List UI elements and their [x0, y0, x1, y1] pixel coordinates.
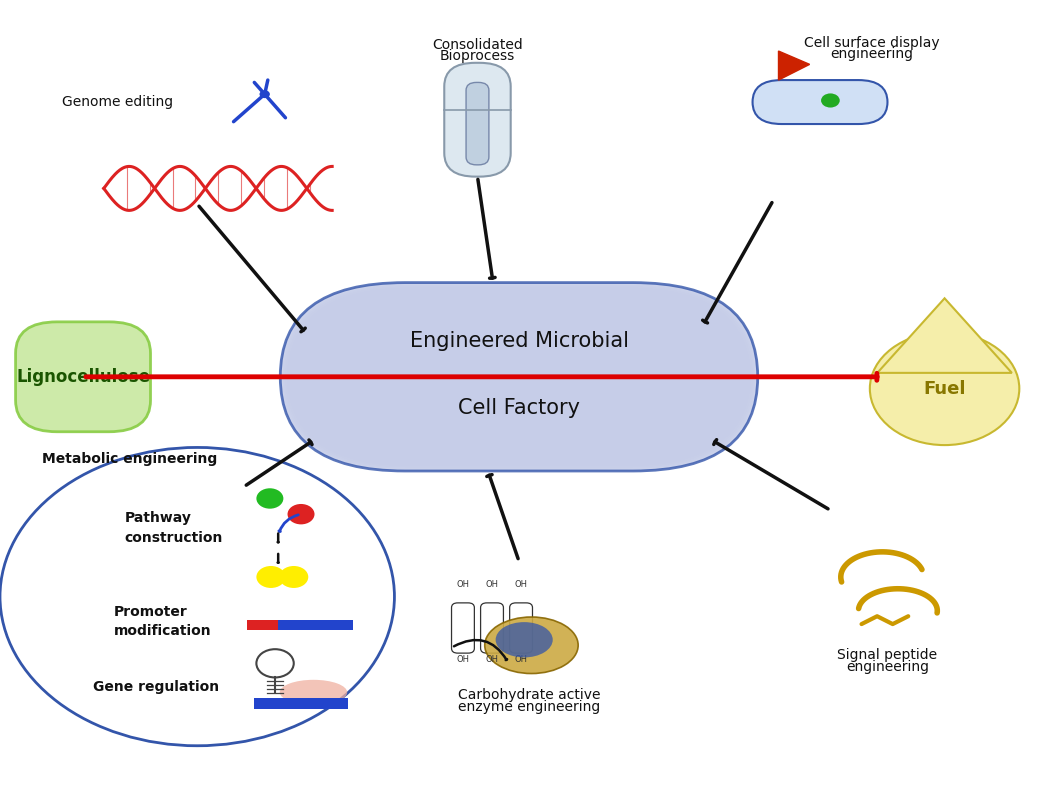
FancyBboxPatch shape [283, 285, 755, 469]
Polygon shape [877, 298, 1012, 373]
Text: Engineered Microbial: Engineered Microbial [410, 331, 628, 352]
Text: Lignocellulose: Lignocellulose [16, 368, 151, 385]
Text: Genome editing: Genome editing [62, 95, 173, 109]
Text: OH: OH [486, 580, 498, 590]
FancyBboxPatch shape [285, 287, 753, 467]
Text: OH: OH [486, 655, 498, 664]
Text: OH: OH [457, 580, 469, 590]
Ellipse shape [496, 622, 552, 658]
Text: Metabolic engineering: Metabolic engineering [42, 452, 217, 466]
Text: OH: OH [515, 580, 527, 590]
FancyBboxPatch shape [284, 286, 754, 468]
Text: modification: modification [114, 624, 212, 638]
Text: OH: OH [457, 655, 469, 664]
Circle shape [279, 566, 308, 588]
FancyBboxPatch shape [753, 80, 887, 124]
Text: Fuel: Fuel [924, 380, 965, 397]
Text: Promoter: Promoter [114, 605, 188, 619]
Text: OH: OH [515, 655, 527, 664]
Ellipse shape [485, 617, 578, 674]
Text: enzyme engineering: enzyme engineering [458, 699, 601, 714]
Bar [278, 620, 353, 630]
FancyBboxPatch shape [288, 288, 750, 466]
Text: construction: construction [125, 531, 223, 545]
Circle shape [288, 504, 315, 524]
FancyBboxPatch shape [281, 283, 757, 470]
Circle shape [260, 90, 270, 98]
Text: Pathway: Pathway [125, 511, 191, 525]
Polygon shape [778, 51, 810, 80]
FancyBboxPatch shape [444, 63, 511, 177]
Text: Gene regulation: Gene regulation [93, 680, 220, 694]
Circle shape [256, 566, 285, 588]
Text: Consolidated: Consolidated [432, 38, 523, 52]
FancyBboxPatch shape [466, 82, 489, 165]
FancyBboxPatch shape [280, 283, 758, 471]
Text: Carbohydrate active: Carbohydrate active [458, 688, 601, 702]
FancyBboxPatch shape [280, 283, 758, 471]
FancyBboxPatch shape [286, 287, 752, 466]
Bar [247, 620, 278, 630]
Ellipse shape [279, 680, 347, 705]
FancyBboxPatch shape [16, 322, 151, 432]
Text: Cell Factory: Cell Factory [458, 398, 580, 418]
Text: Signal peptide: Signal peptide [838, 648, 937, 663]
Text: Bioprocess: Bioprocess [440, 49, 515, 63]
Bar [254, 698, 348, 709]
Circle shape [821, 93, 840, 108]
FancyBboxPatch shape [282, 284, 756, 469]
Text: engineering: engineering [830, 47, 913, 61]
Text: Cell surface display: Cell surface display [804, 36, 939, 50]
Circle shape [870, 332, 1019, 445]
Text: engineering: engineering [846, 660, 929, 674]
Circle shape [0, 447, 394, 746]
Circle shape [256, 488, 283, 509]
